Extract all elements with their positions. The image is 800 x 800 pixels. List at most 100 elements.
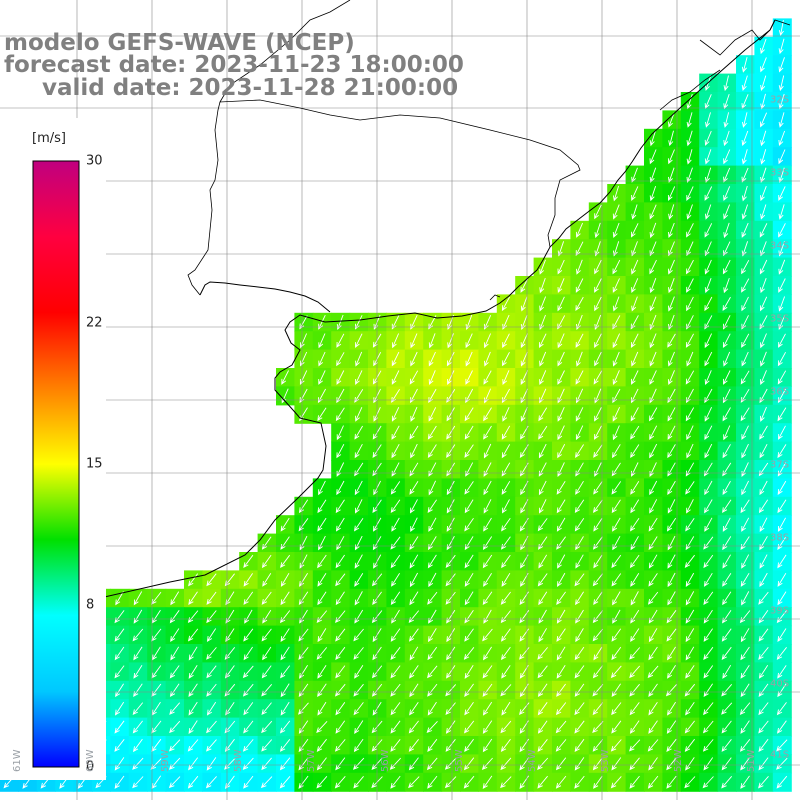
wind-arrow bbox=[409, 665, 419, 679]
wind-arrow bbox=[758, 683, 769, 697]
wind-arrow bbox=[667, 591, 676, 606]
wind-arrow bbox=[777, 444, 787, 459]
wind-arrow bbox=[778, 130, 786, 146]
wind-arrow bbox=[482, 665, 493, 679]
wind-arrow bbox=[575, 333, 584, 348]
wind-arrow bbox=[336, 333, 345, 348]
wind-arrow bbox=[299, 370, 308, 385]
latitude-label: 40S bbox=[770, 678, 790, 690]
wind-arrow bbox=[740, 499, 750, 514]
wind-arrow bbox=[391, 370, 400, 385]
wind-arrow bbox=[629, 554, 640, 569]
wind-arrow bbox=[759, 406, 767, 422]
wind-arrow bbox=[188, 573, 199, 587]
wind-arrow bbox=[482, 701, 493, 716]
wind-arrow bbox=[280, 683, 290, 698]
wind-arrow bbox=[114, 628, 125, 642]
wind-arrow bbox=[760, 149, 767, 165]
wind-arrow bbox=[593, 517, 603, 532]
wind-arrow bbox=[464, 407, 474, 422]
wind-arrow bbox=[741, 149, 748, 165]
wind-arrow bbox=[464, 517, 474, 532]
wind-arrow bbox=[445, 554, 456, 569]
wind-arrow bbox=[631, 462, 639, 477]
wind-arrow bbox=[741, 56, 748, 73]
wind-arrow bbox=[206, 739, 217, 752]
wind-arrow bbox=[704, 259, 712, 275]
wind-arrow bbox=[501, 572, 511, 587]
wind-arrow bbox=[133, 609, 143, 624]
wind-arrow bbox=[132, 702, 144, 715]
wind-arrow bbox=[575, 591, 584, 606]
wind-arrow bbox=[317, 554, 327, 569]
wind-arrow bbox=[593, 370, 603, 385]
wind-arrow bbox=[114, 665, 125, 679]
wind-arrow bbox=[686, 499, 694, 514]
wind-arrow bbox=[317, 591, 327, 606]
latitude-label: 41S bbox=[770, 749, 790, 761]
wind-arrow bbox=[686, 204, 693, 220]
wind-arrow bbox=[612, 296, 620, 312]
wind-arrow bbox=[611, 554, 622, 569]
wind-arrow bbox=[170, 646, 180, 661]
wind-arrow bbox=[612, 278, 620, 293]
wind-arrow bbox=[722, 499, 732, 514]
wind-arrow bbox=[188, 720, 198, 734]
wind-arrow bbox=[722, 609, 732, 624]
wind-arrow bbox=[703, 536, 714, 550]
wind-arrow bbox=[760, 57, 767, 73]
wind-arrow bbox=[739, 702, 751, 715]
wind-arrow bbox=[262, 573, 272, 587]
wind-arrow bbox=[354, 609, 364, 624]
wind-arrow bbox=[243, 646, 253, 661]
wind-arrow bbox=[335, 665, 346, 679]
wind-arrow bbox=[537, 739, 548, 752]
wind-arrow bbox=[666, 757, 677, 771]
wind-arrow bbox=[778, 38, 785, 55]
wind-arrow bbox=[630, 499, 640, 514]
wind-arrow bbox=[685, 572, 695, 587]
wind-arrow bbox=[575, 241, 584, 257]
wind-arrow bbox=[428, 370, 436, 386]
wind-arrow bbox=[759, 425, 768, 440]
wind-arrow bbox=[575, 444, 584, 458]
wind-arrow bbox=[336, 443, 345, 459]
valid-date: valid date: 2023-11-28 21:00:00 bbox=[42, 75, 459, 101]
wind-arrow bbox=[537, 683, 548, 698]
wind-arrow bbox=[188, 757, 199, 771]
wind-arrow bbox=[446, 407, 455, 422]
wind-arrow bbox=[741, 222, 749, 238]
wind-arrow bbox=[686, 223, 694, 238]
wind-arrow bbox=[685, 628, 695, 643]
wind-arrow bbox=[760, 278, 767, 294]
wind-arrow bbox=[575, 554, 584, 569]
wind-arrow bbox=[594, 259, 602, 275]
wind-arrow bbox=[445, 684, 457, 697]
wind-arrow bbox=[777, 665, 787, 679]
wind-arrow bbox=[666, 517, 677, 532]
forecast-date: forecast date: 2023-11-23 18:00:00 bbox=[4, 52, 464, 78]
wind-arrow bbox=[741, 425, 749, 441]
wind-arrow bbox=[261, 757, 272, 771]
wind-arrow bbox=[704, 333, 713, 349]
wind-arrow bbox=[353, 702, 364, 716]
wind-arrow bbox=[390, 683, 401, 697]
wind-arrow bbox=[335, 757, 346, 771]
wind-arrow bbox=[631, 370, 639, 385]
wind-arrow bbox=[556, 609, 566, 624]
wind-arrow bbox=[702, 720, 714, 734]
wind-arrow bbox=[354, 480, 363, 496]
wind-arrow bbox=[299, 664, 308, 679]
wind-arrow bbox=[722, 591, 732, 606]
wind-arrow bbox=[722, 573, 732, 587]
wind-arrow bbox=[631, 241, 638, 257]
wind-arrow bbox=[555, 775, 567, 789]
wind-arrow bbox=[391, 462, 400, 477]
wind-arrow bbox=[243, 628, 254, 642]
wind-arrow bbox=[206, 647, 217, 660]
wind-arrow bbox=[408, 628, 419, 642]
wind-arrow bbox=[317, 573, 327, 587]
wind-arrow bbox=[723, 241, 731, 257]
wind-arrow bbox=[169, 665, 180, 679]
